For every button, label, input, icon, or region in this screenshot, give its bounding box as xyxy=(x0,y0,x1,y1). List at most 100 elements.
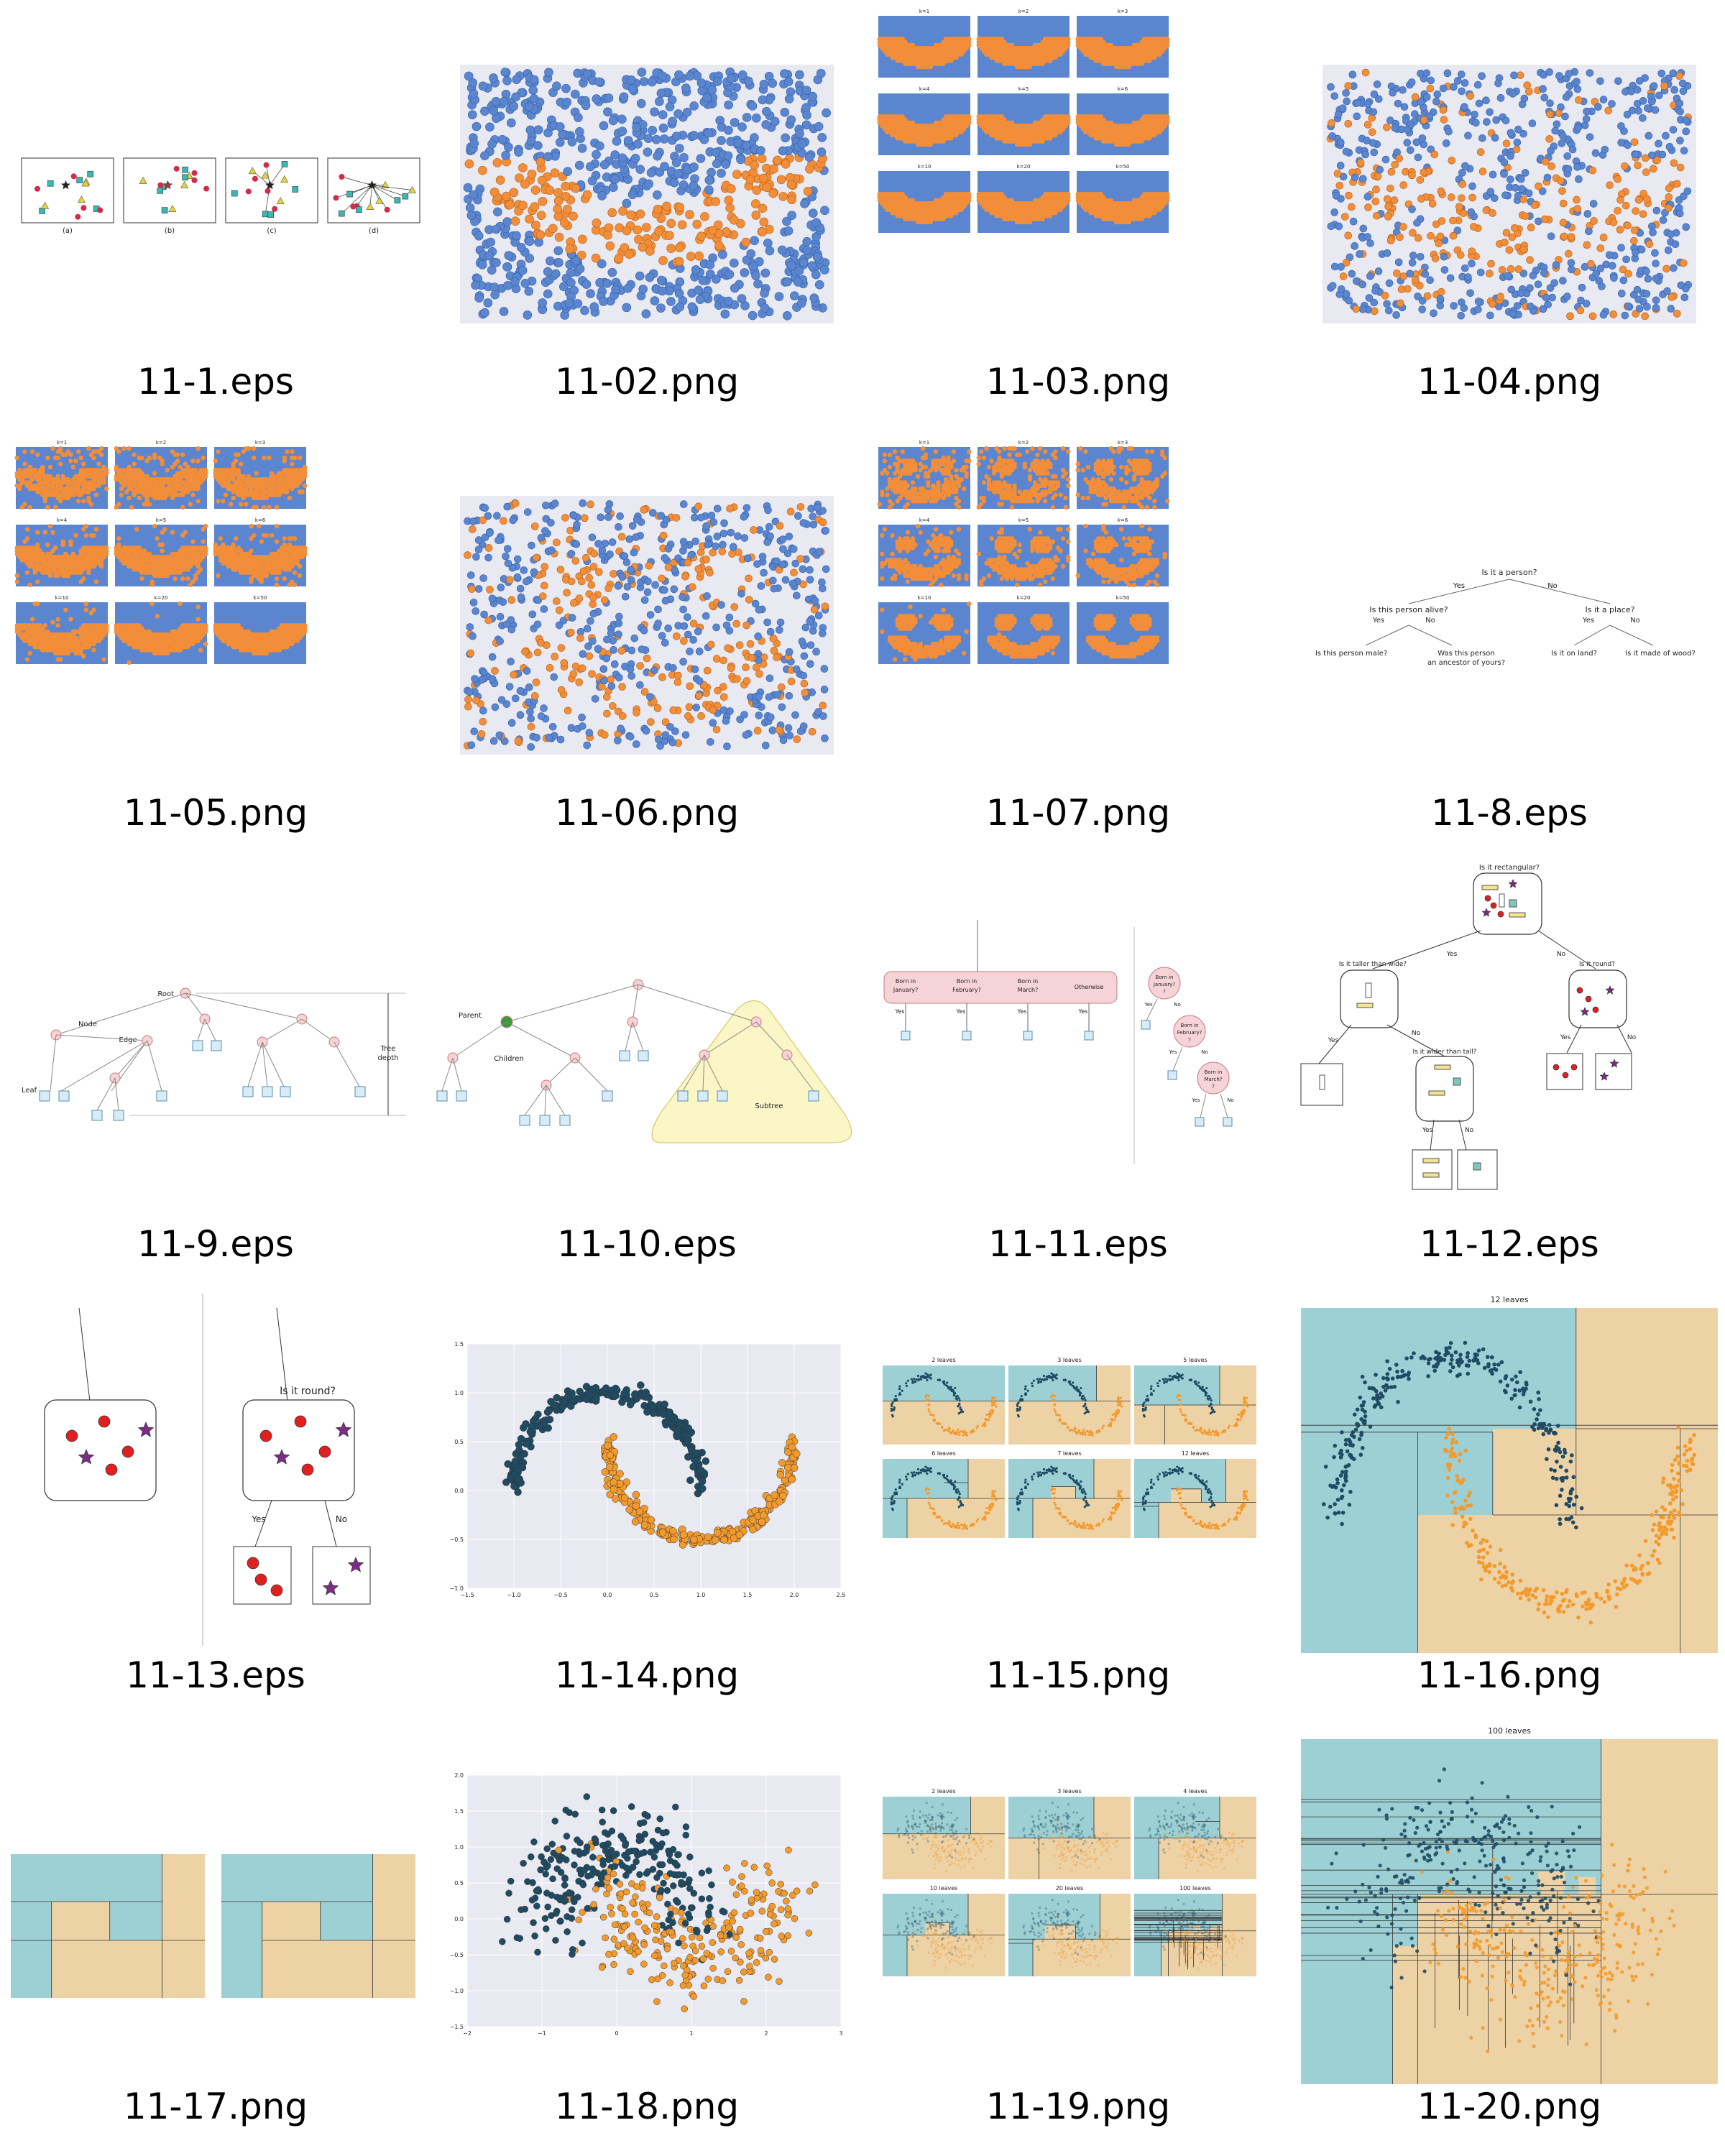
scatter-point xyxy=(1387,82,1396,91)
file-tile[interactable]: k=1 k=2 k=3 k=4 k=5 k=6 k=10 k=20 k=50 11-03.png xyxy=(862,0,1294,431)
scatter-point xyxy=(737,294,747,303)
tree-edge xyxy=(336,185,372,198)
scatter-point xyxy=(627,75,636,85)
scatter-point xyxy=(1670,159,1678,167)
scatter-point xyxy=(1443,69,1452,78)
file-thumbnail[interactable]: k=1 k=2 k=3 k=4 k=5 k=6 k=10 k=20 k=50 xyxy=(0,431,431,791)
decision-region xyxy=(1157,129,1162,134)
scatter-point xyxy=(675,243,684,253)
scatter-point xyxy=(801,103,811,112)
scatter-point xyxy=(1594,103,1602,111)
scatter-point xyxy=(1458,87,1466,96)
decision-region xyxy=(1126,64,1132,70)
file-thumbnail[interactable]: k=1 k=2 k=3 k=4 k=5 k=6 k=10 k=20 k=50 xyxy=(862,0,1294,359)
scatter-point xyxy=(1408,171,1416,180)
panel-title: k=1 xyxy=(57,440,67,446)
scatter-point xyxy=(794,266,804,276)
decision-region xyxy=(63,551,68,557)
decision-region xyxy=(290,449,295,454)
scatter-point xyxy=(654,226,663,236)
scatter-point xyxy=(1492,116,1501,124)
file-name-label[interactable]: 11-1.eps xyxy=(137,361,294,402)
scatter-point xyxy=(1395,155,1404,162)
scatter-point xyxy=(514,147,523,157)
scatter-point xyxy=(612,137,622,146)
decision-region xyxy=(42,499,48,504)
scatter-point xyxy=(1676,137,1684,144)
file-name-label[interactable]: 11-03.png xyxy=(985,361,1171,402)
scatter-point xyxy=(1583,241,1591,249)
file-tile[interactable]: (a) (b) (c) (d) 11-1.eps xyxy=(0,0,431,431)
scatter-point xyxy=(1517,175,1525,183)
decision-region xyxy=(1139,216,1144,221)
scatter-point xyxy=(1376,165,1384,174)
file-thumbnail[interactable] xyxy=(1294,0,1725,359)
decision-region xyxy=(966,198,972,203)
scatter-point xyxy=(1344,231,1353,240)
scatter-point xyxy=(1673,310,1681,318)
triangle-marker xyxy=(366,202,374,210)
scatter-point xyxy=(700,212,709,221)
scatter-point xyxy=(1586,133,1594,141)
decision-region xyxy=(17,486,22,492)
knn-panel xyxy=(123,157,216,224)
scatter-point xyxy=(1344,82,1353,90)
scatter-point xyxy=(1552,120,1561,129)
scatter-point xyxy=(1671,240,1680,249)
file-tile[interactable]: k=1 k=2 k=3 k=4 k=5 k=6 k=10 k=20 k=50 11-05.png xyxy=(0,431,431,862)
scatter-point xyxy=(533,141,543,150)
decision-region xyxy=(152,455,157,461)
scatter-point xyxy=(750,160,759,170)
scatter-point xyxy=(1385,279,1394,287)
file-thumbnail[interactable]: (a) (b) (c) (d) xyxy=(0,0,431,359)
scatter-point xyxy=(595,141,604,151)
decision-region xyxy=(42,530,48,535)
scatter-point xyxy=(1412,138,1421,147)
scatter-point xyxy=(493,207,502,217)
decision-region xyxy=(941,216,946,221)
scatter-point xyxy=(468,78,478,88)
panel-title: k=10 xyxy=(918,164,932,170)
scatter-point xyxy=(1496,94,1505,102)
scatter-point xyxy=(1361,68,1370,77)
scatter-point xyxy=(529,94,539,103)
file-tile[interactable]: 11-02.png xyxy=(431,0,862,431)
scatter-point xyxy=(653,190,662,200)
scatter-point xyxy=(1632,207,1639,215)
scatter-point xyxy=(1349,217,1358,226)
scatter-point xyxy=(1468,182,1476,190)
decision-region xyxy=(24,570,30,575)
file-thumbnail[interactable] xyxy=(431,0,862,359)
file-name-label[interactable]: 11-04.png xyxy=(1417,361,1602,402)
scatter-point xyxy=(1359,175,1367,183)
decision-region xyxy=(14,579,20,584)
decision-region xyxy=(75,449,81,454)
decision-region xyxy=(98,452,104,457)
scatter-point xyxy=(1453,226,1462,235)
scatter-point xyxy=(1546,99,1554,107)
scatter-point xyxy=(797,139,807,149)
scatter-point xyxy=(1342,147,1351,156)
square-marker xyxy=(161,207,168,213)
scatter-point xyxy=(651,134,661,144)
scatter-point xyxy=(685,210,694,219)
scatter-point xyxy=(787,261,796,271)
scatter-point xyxy=(1601,145,1609,154)
scatter-point xyxy=(717,168,726,178)
scatter-point xyxy=(1439,106,1448,114)
scatter-point xyxy=(632,123,641,132)
file-tile[interactable]: 11-04.png xyxy=(1294,0,1725,431)
scatter-point xyxy=(763,239,773,248)
file-name-label[interactable]: 11-02.png xyxy=(554,361,740,402)
scatter-point xyxy=(1356,159,1365,167)
scatter-point xyxy=(1457,311,1465,320)
scatter-point xyxy=(1676,107,1684,116)
scatter-point xyxy=(658,71,667,81)
tree-edge xyxy=(369,185,372,207)
scatter-point xyxy=(746,249,756,259)
star-marker xyxy=(162,180,173,190)
scatter-point xyxy=(604,93,614,103)
scatter-point xyxy=(1573,163,1581,171)
decision-region xyxy=(70,492,76,497)
decision-region xyxy=(287,495,293,501)
